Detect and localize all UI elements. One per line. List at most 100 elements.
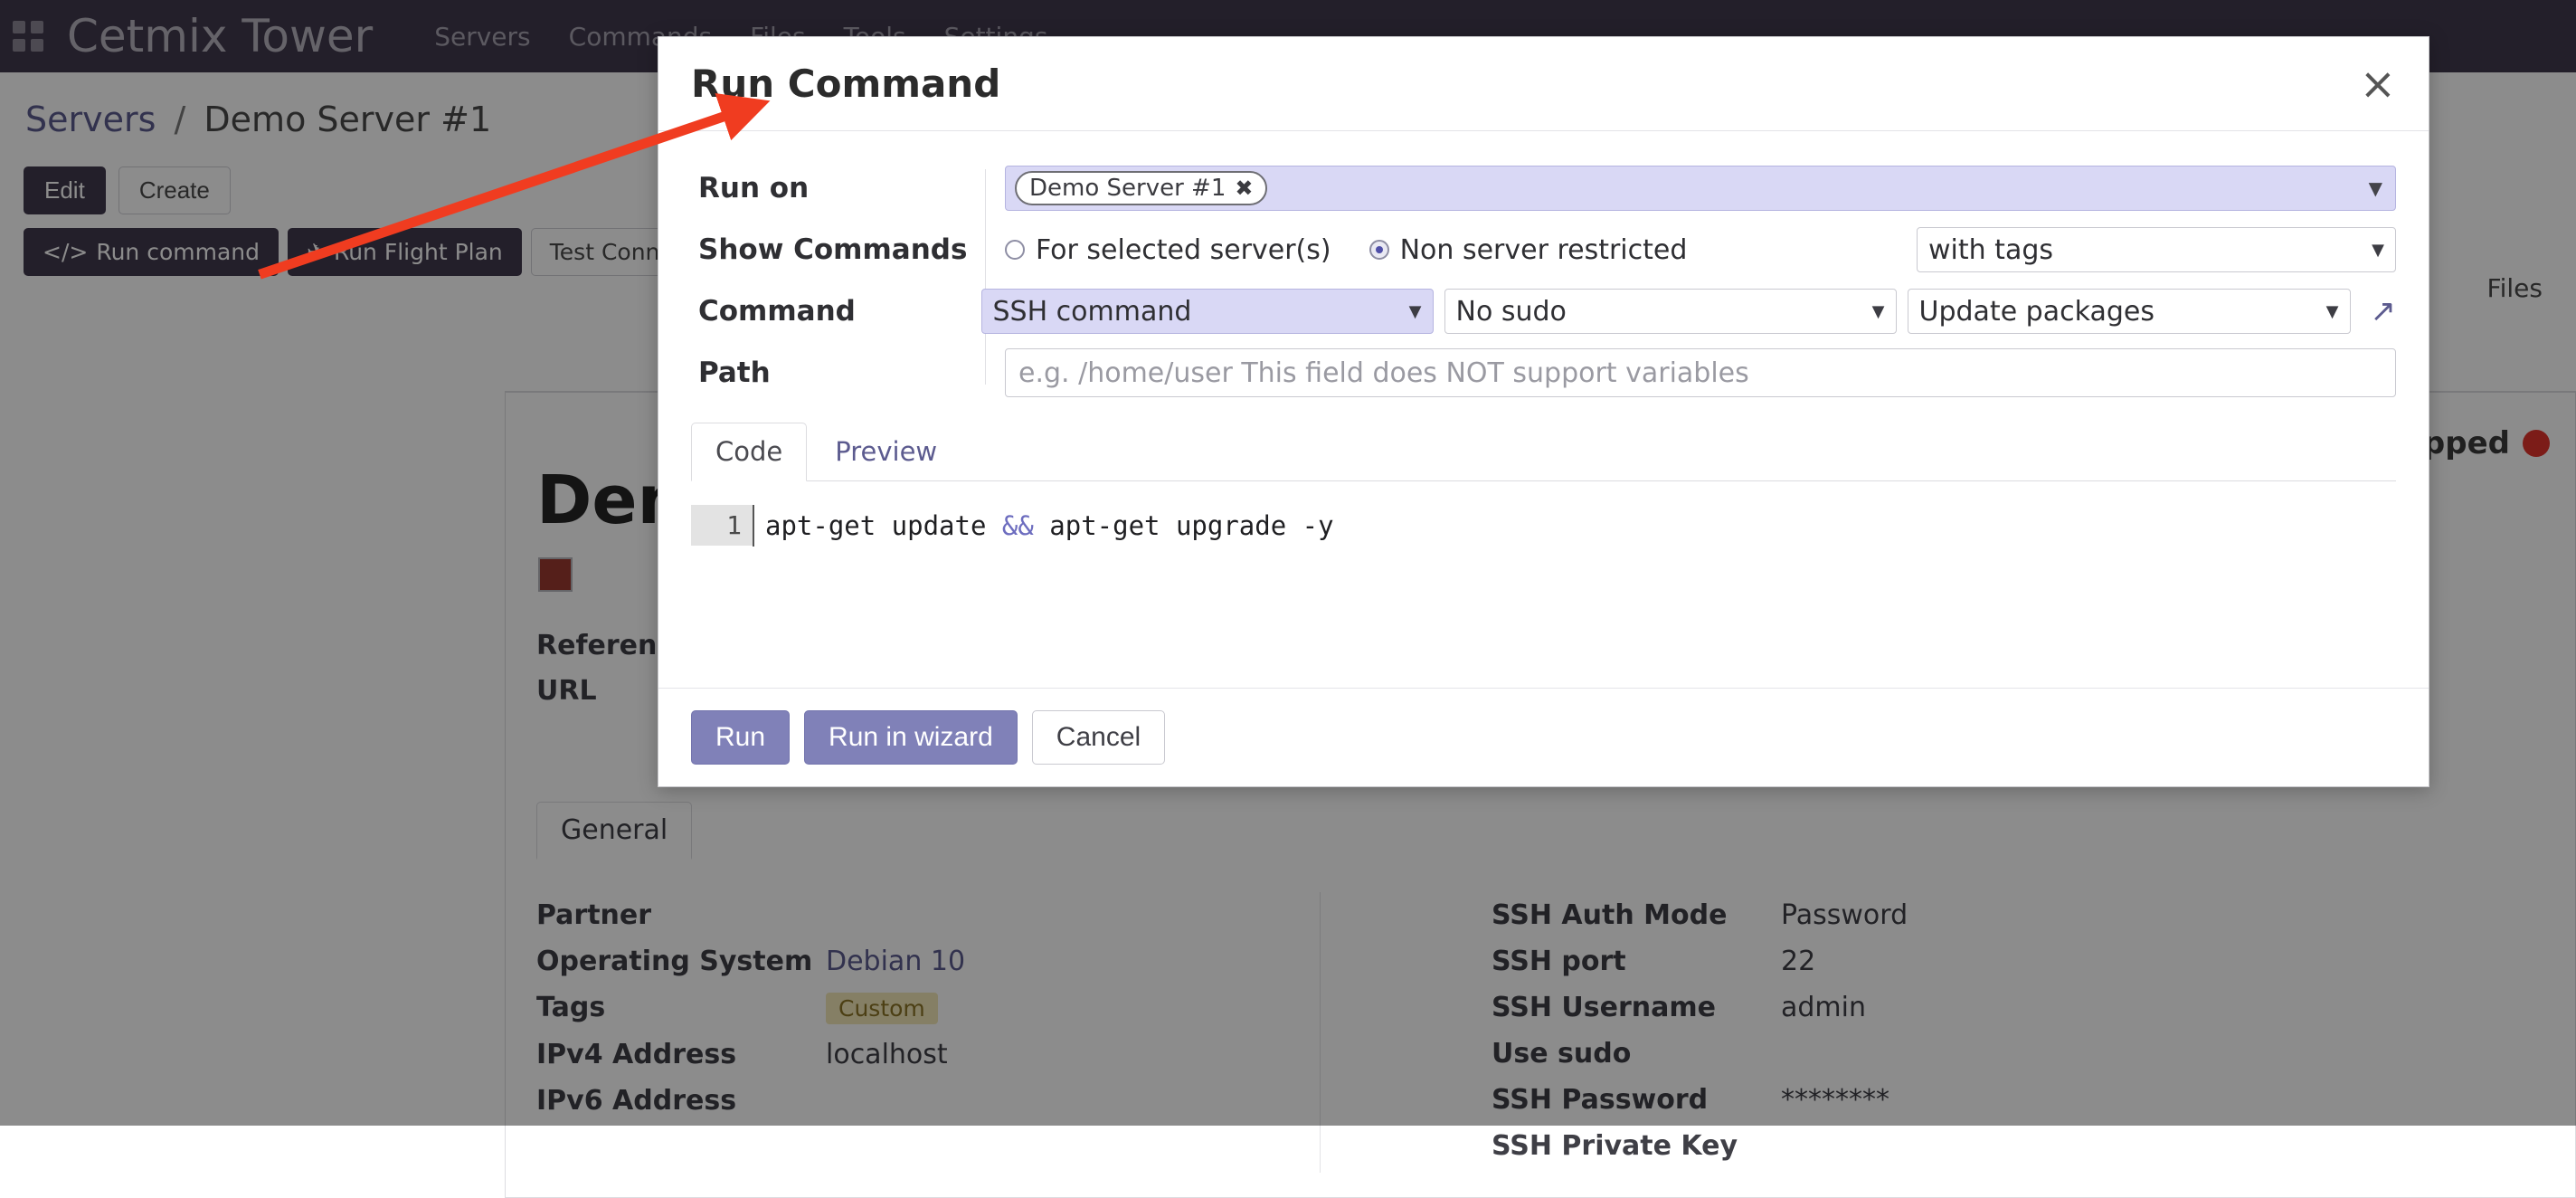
run-button[interactable]: Run xyxy=(691,710,791,765)
smart-button-files[interactable]: Files xyxy=(2486,273,2543,303)
field-label: SSH Private Key xyxy=(1492,1130,1738,1162)
field-label: Operating System xyxy=(536,946,813,977)
radio-label: Non server restricted xyxy=(1399,233,1688,266)
dialog-header: Run Command × xyxy=(658,37,2429,131)
path-label: Path xyxy=(698,357,771,389)
form-divider xyxy=(985,169,986,385)
chevron-down-icon: ▼ xyxy=(1871,301,1885,321)
radio-label: For selected server(s) xyxy=(1036,233,1331,266)
chevron-down-icon[interactable]: ▼ xyxy=(2368,177,2382,199)
code-editor: Code Preview 1 apt-get update && apt-get… xyxy=(691,423,2396,547)
run-command-label: Run command xyxy=(96,239,260,265)
command-type-value: SSH command xyxy=(992,295,1192,328)
field-row: Partner xyxy=(536,899,1097,931)
tab-general[interactable]: General xyxy=(536,802,693,860)
radio-circle-icon xyxy=(1368,240,1389,260)
run-on-row: Run on Demo Server #1 ✖ ▼ xyxy=(691,164,2396,213)
table-row: SSH port 22 xyxy=(1492,946,2251,977)
tab-preview[interactable]: Preview xyxy=(835,436,938,467)
table-row: SSH Username admin xyxy=(1492,992,2251,1023)
tags-filter-value: with tags xyxy=(1928,233,2054,266)
nav-item-servers[interactable]: Servers xyxy=(434,21,531,52)
code-operator: && xyxy=(1001,510,1034,541)
close-icon[interactable]: × xyxy=(2359,58,2396,109)
external-link-icon[interactable]: ↗ xyxy=(2370,293,2397,329)
table-row: SSH Password ******** xyxy=(1492,1084,2251,1116)
field-row: IPv4 Address localhost xyxy=(536,1039,1097,1070)
remove-tag-icon[interactable]: ✖ xyxy=(1235,176,1254,201)
create-button[interactable]: Create xyxy=(118,166,231,214)
field-label: Use sudo xyxy=(1492,1038,1632,1070)
chevron-down-icon: ▼ xyxy=(2372,240,2384,260)
command-type-select[interactable]: SSH command ▼ xyxy=(980,289,1434,334)
run-wizard-button[interactable]: Run in wizard xyxy=(804,710,1018,765)
field-row: Operating System Debian 10 xyxy=(536,946,1097,977)
radio-circle-icon xyxy=(1005,240,1025,260)
line-number: 1 xyxy=(691,505,753,546)
action-buttons: Edit Create xyxy=(24,166,231,214)
code-text-before: apt-get update xyxy=(765,510,1002,541)
field-value: 22 xyxy=(1781,946,1816,977)
code-icon: </> xyxy=(43,239,89,265)
fields-divider xyxy=(1320,892,1321,1173)
brand-title[interactable]: Cetmix Tower xyxy=(67,10,374,62)
field-label: IPv4 Address xyxy=(536,1039,737,1070)
run-on-select[interactable]: Demo Server #1 ✖ ▼ xyxy=(1005,166,2396,211)
run-on-label: Run on xyxy=(698,172,810,204)
code-area[interactable]: 1 apt-get update && apt-get upgrade -y xyxy=(691,505,2396,547)
color-swatch[interactable] xyxy=(538,557,573,592)
command-row: Command SSH command ▼ No sudo ▼ Update p… xyxy=(691,287,2396,336)
run-command-button[interactable]: </> Run command xyxy=(24,228,279,276)
path-input[interactable] xyxy=(1005,348,2396,397)
sudo-value: No sudo xyxy=(1455,295,1567,328)
code-text-after: apt-get upgrade -y xyxy=(1033,510,1334,541)
table-row: SSH Auth Mode Password xyxy=(1492,899,2251,931)
table-row: SSH Private Key xyxy=(1492,1130,2251,1162)
field-row: IPv6 Address xyxy=(536,1085,1097,1117)
field-label: IPv6 Address xyxy=(536,1085,737,1117)
command-form: Run on Demo Server #1 ✖ ▼ Show Command xyxy=(691,164,2396,397)
field-value[interactable]: Debian 10 xyxy=(826,946,966,977)
status-dot-icon xyxy=(2523,430,2550,457)
path-row: Path xyxy=(691,348,2396,397)
server-tag-label: Demo Server #1 xyxy=(1029,175,1226,202)
field-label: SSH Auth Mode xyxy=(1492,899,1728,931)
field-value: Custom xyxy=(826,992,938,1024)
field-label: Tags xyxy=(536,992,606,1023)
breadcrumb-root[interactable]: Servers xyxy=(25,100,156,139)
show-commands-label: Show Commands xyxy=(698,233,968,266)
url-label: URL xyxy=(536,675,597,707)
command-label: Command xyxy=(698,295,856,328)
table-row: Use sudo xyxy=(1492,1038,2251,1070)
dialog-body: Run on Demo Server #1 ✖ ▼ Show Command xyxy=(658,131,2429,688)
tags-filter-select[interactable]: with tags ▼ xyxy=(1917,227,2396,272)
chevron-down-icon: ▼ xyxy=(2325,301,2339,321)
radio-for-selected-servers[interactable]: For selected server(s) xyxy=(1005,234,1331,266)
apps-grid-icon[interactable] xyxy=(13,21,43,52)
field-value: localhost xyxy=(826,1039,948,1070)
show-commands-row: Show Commands For selected server(s) Non… xyxy=(691,225,2396,274)
field-value: Password xyxy=(1781,899,1908,931)
tab-code[interactable]: Code xyxy=(691,423,808,481)
edit-button[interactable]: Edit xyxy=(24,166,106,214)
field-label: Partner xyxy=(536,899,652,931)
cancel-button[interactable]: Cancel xyxy=(1031,710,1166,765)
run-command-dialog: Run Command × Run on Demo Server #1 ✖ xyxy=(658,36,2429,787)
field-value: ******** xyxy=(1781,1084,1889,1116)
field-label: SSH Username xyxy=(1492,992,1716,1023)
breadcrumb-separator: / xyxy=(174,100,186,139)
field-label: SSH port xyxy=(1492,946,1626,977)
field-value: admin xyxy=(1781,992,1866,1023)
field-label: SSH Password xyxy=(1492,1084,1709,1116)
dialog-footer: Run Run in wizard Cancel xyxy=(658,688,2429,786)
chevron-down-icon: ▼ xyxy=(1408,301,1422,321)
server-tag: Demo Server #1 ✖ xyxy=(1015,171,1268,205)
sudo-select[interactable]: No sudo ▼ xyxy=(1444,289,1897,334)
radio-non-server-restricted[interactable]: Non server restricted xyxy=(1368,233,1688,266)
tag-badge: Custom xyxy=(826,993,938,1024)
field-row: Tags Custom xyxy=(536,992,1097,1024)
fields-left-column: Partner Operating System Debian 10 Tags … xyxy=(536,899,1097,1131)
code-line[interactable]: apt-get update && apt-get upgrade -y xyxy=(753,505,1334,547)
command-name-select[interactable]: Update packages ▼ xyxy=(1907,289,2351,334)
